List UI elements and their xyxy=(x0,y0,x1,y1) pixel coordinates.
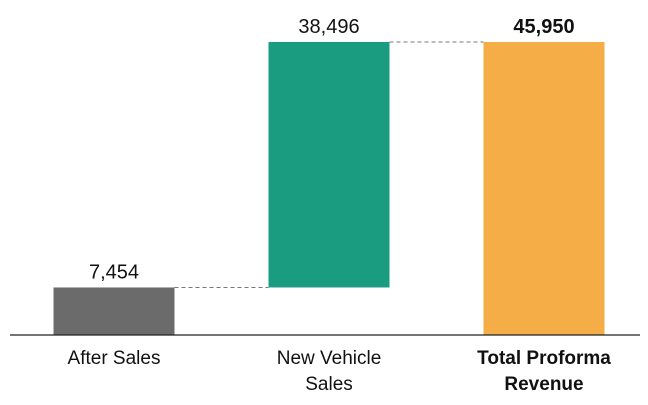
bar xyxy=(483,42,605,335)
bar xyxy=(53,287,175,335)
data-label: 45,950 xyxy=(513,16,574,38)
x-tick-label: New Vehicle Sales xyxy=(276,348,382,395)
x-tick-label: After Sales xyxy=(67,348,161,369)
x-tick-label: Total Proforma Revenue xyxy=(477,348,611,395)
data-label: 38,496 xyxy=(298,16,359,38)
bar xyxy=(268,42,390,288)
data-label: 7,454 xyxy=(89,261,139,283)
